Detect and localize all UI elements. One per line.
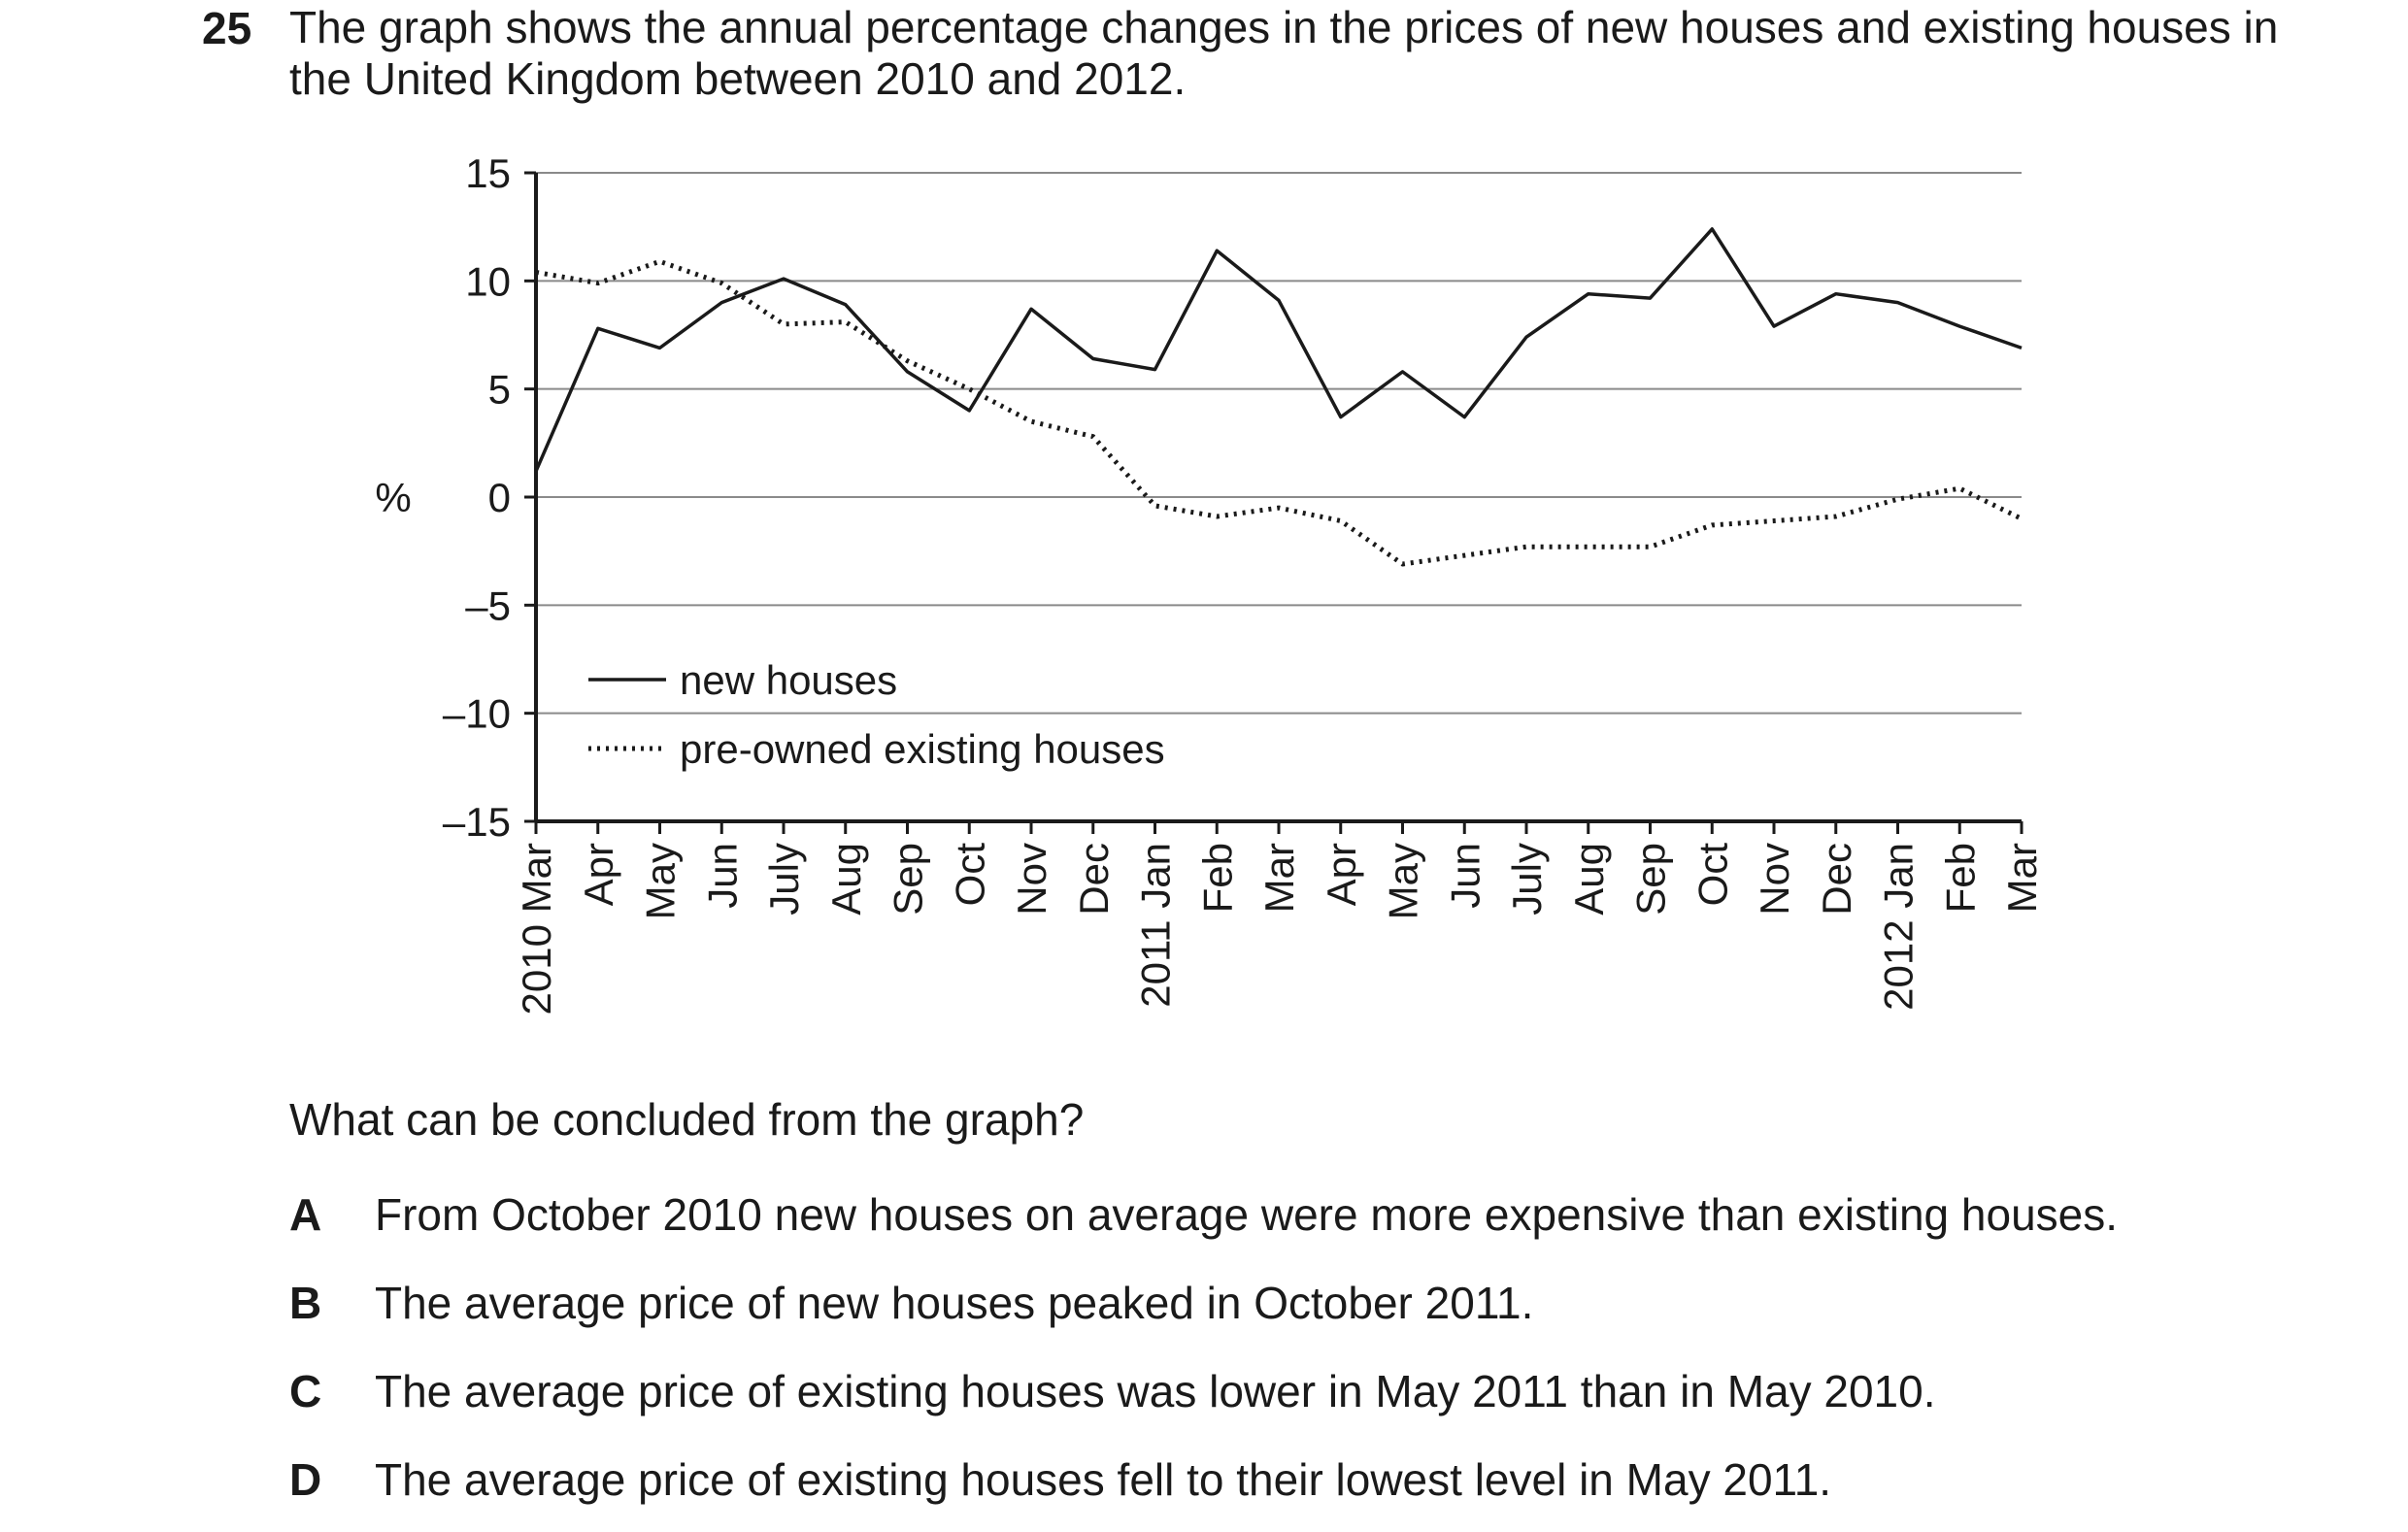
legend-label: new houses [680,657,897,703]
option-text: From October 2010 new houses on average … [375,1189,2119,1240]
y-tick-label: –15 [443,799,511,845]
legend-label: pre-owned existing houses [680,726,1165,772]
option-text: The average price of existing houses was… [375,1366,1936,1416]
option-text: The average price of new houses peaked i… [375,1278,1534,1328]
option-d[interactable]: D The average price of existing houses fe… [289,1453,1831,1506]
series-line-existing-houses [535,258,2023,567]
x-tick-label: Nov [1009,843,1054,916]
axes: 15 10 5 0 –5 –10 –15% 2010 Mar Apr May Jun July Aug S… [375,150,2045,1015]
x-tick-label: Dec [1071,843,1117,916]
x-tick-label: Jun [699,843,745,909]
x-tick-label: Aug [823,843,869,916]
x-tick-label: Mar [1999,843,2045,913]
series-line-new-houses [534,227,2023,472]
question-number: 25 [202,3,252,53]
x-tick-label: Jun [1442,843,1488,909]
y-axis-label: % [375,475,411,520]
option-text: The average price of existing houses fel… [375,1454,1832,1505]
x-tick-label: July [761,843,807,916]
legend: new houses pre-owned existing houses [588,657,1165,772]
gridlines [536,172,2022,715]
x-tick-label: 2012 Jan [1876,843,1922,1011]
series-lines [534,227,2023,567]
x-tick-label: 2010 Mar [514,843,559,1015]
x-tick-label: Dec [1814,843,1859,916]
option-a[interactable]: A From October 2010 new houses on average… [289,1188,2118,1241]
option-letter: A [289,1189,322,1240]
x-tick-label: 2011 Jan [1133,843,1179,1008]
y-tick-label: 10 [465,258,511,304]
x-tick-label: Sep [886,843,931,916]
option-letter: C [289,1366,322,1416]
option-b[interactable]: B The average price of new houses peaked … [289,1277,1533,1329]
y-tick-label: 15 [465,150,511,196]
x-tick-label: Oct [947,843,992,907]
y-tick-label: 0 [488,475,511,520]
x-tick-label: Feb [1194,843,1240,913]
x-tick-label: Nov [1752,843,1797,916]
y-tick-label: 5 [488,367,511,413]
x-tick-label: Apr [576,843,621,906]
x-tick-label: Sep [1628,843,1674,916]
y-tick-label: –5 [465,583,511,628]
x-tick-label: May [638,843,684,919]
option-letter: D [289,1454,322,1505]
question-prompt: What can be concluded from the graph? [289,1094,1085,1145]
x-tick-label: May [1381,843,1426,919]
x-tick-label: July [1504,843,1550,916]
option-c[interactable]: C The average price of existing houses wa… [289,1365,1935,1417]
x-tick-label: Mar [1256,843,1302,913]
x-tick-label: Apr [1319,843,1364,906]
option-letter: B [289,1278,322,1328]
x-tick-label: Aug [1566,843,1612,916]
x-tick-label: Feb [1937,843,1983,913]
y-tick-label: –10 [443,691,511,737]
question-stem: The graph shows the annual percentage ch… [289,2,2279,104]
x-tick-label: Oct [1689,843,1735,907]
